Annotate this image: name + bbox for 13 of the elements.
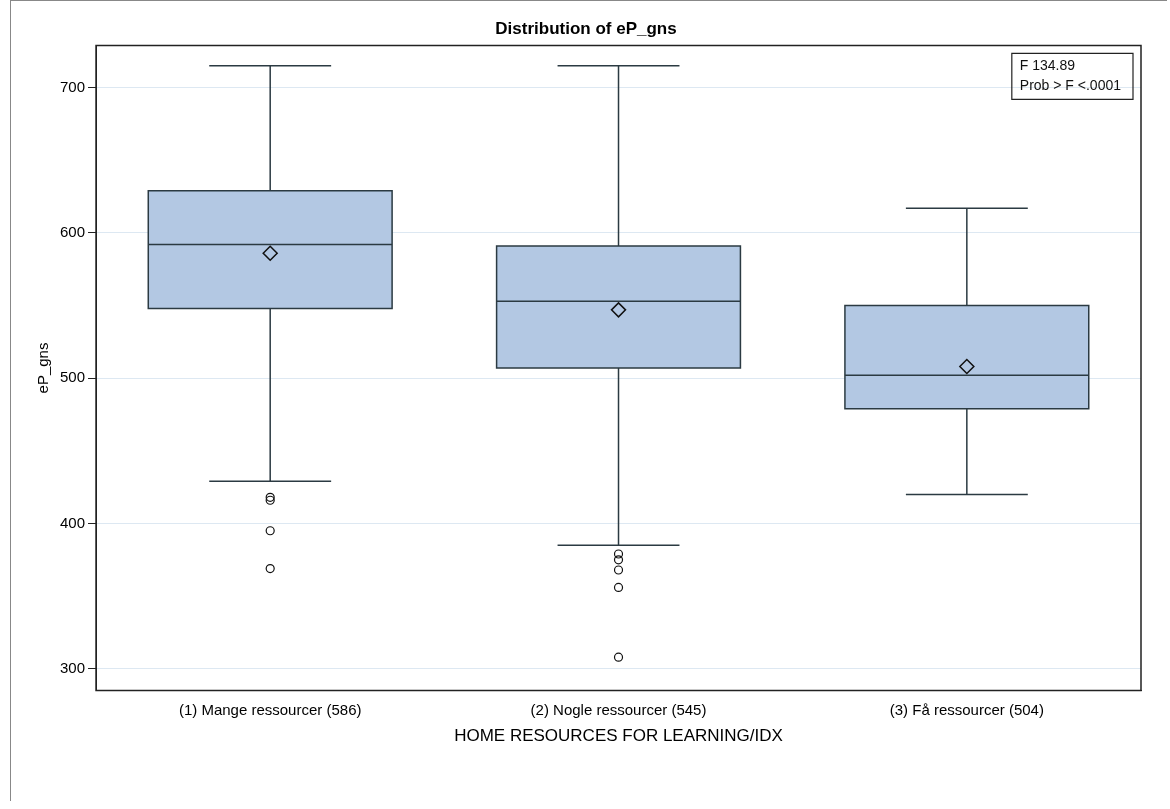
y-tick-label: 700 [60, 77, 86, 95]
x-axis-title: HOME RESOURCES FOR LEARNING/IDX [454, 726, 783, 746]
annotation: F 134.89 [1019, 57, 1076, 74]
x-tick-label: (2) Nogle ressourcer (545) [530, 700, 707, 718]
chart-title: Distribution of eP_gns [495, 18, 677, 38]
y-axis-title: eP_gns [34, 342, 52, 394]
x-tick-label: (1) Mange ressourcer (586) [178, 700, 362, 718]
annotation: Prob > F <.0001 [1019, 77, 1122, 94]
y-tick-label: 300 [60, 658, 86, 676]
x-tick-label: (3) Få ressourcer (504) [889, 700, 1044, 718]
y-tick-label: 400 [60, 513, 86, 531]
y-tick-label: 600 [60, 223, 86, 240]
y-tick-label: 500 [60, 368, 86, 386]
